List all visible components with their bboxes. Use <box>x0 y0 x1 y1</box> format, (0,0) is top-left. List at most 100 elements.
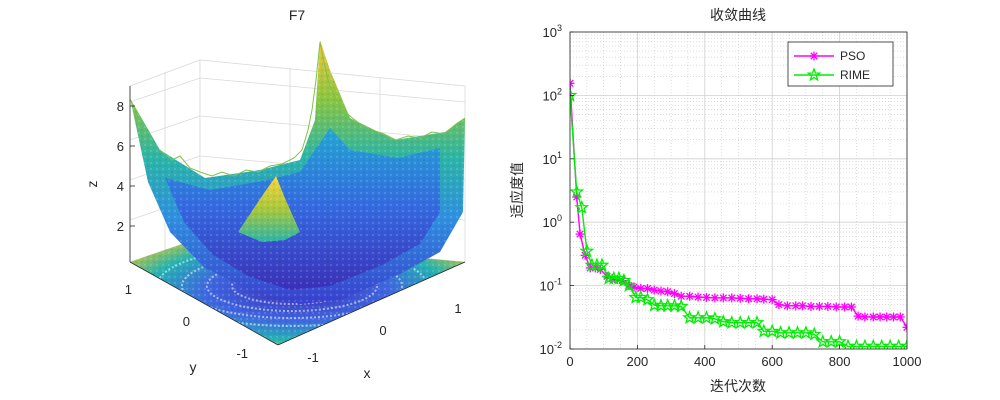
z-tick-2: 2 <box>117 219 124 234</box>
z-tick-labels: 2 4 6 8 <box>117 99 124 234</box>
pso-marker <box>806 301 816 311</box>
x-tick-1: 1 <box>454 301 461 316</box>
rime-marker <box>764 323 780 338</box>
y-tick-label: 102 <box>543 86 562 103</box>
pso-marker <box>809 51 819 61</box>
z-tick-8: 8 <box>117 99 124 114</box>
series-markers-rime <box>570 87 907 349</box>
y-tick-0: 0 <box>183 314 190 329</box>
pso-marker <box>895 312 905 322</box>
x-tick-labels: -1 0 1 <box>307 301 461 365</box>
pso-marker <box>823 301 833 311</box>
convergence-xlabel: 迭代次数 <box>710 379 766 395</box>
pso-marker <box>575 229 585 239</box>
legend: PSO RIME <box>787 41 894 87</box>
pso-marker <box>744 294 754 304</box>
pso-marker <box>663 287 673 297</box>
y-tick-labels: 1 0 -1 <box>125 282 248 361</box>
rime-marker <box>621 277 637 293</box>
rime-marker <box>589 257 605 272</box>
pso-marker <box>701 292 711 302</box>
pso-marker <box>735 293 745 303</box>
pso-marker <box>693 292 703 302</box>
pso-marker <box>782 301 792 311</box>
pso-marker <box>798 301 808 311</box>
x-tick-label: 800 <box>829 354 851 369</box>
z-tick-4: 4 <box>117 179 124 194</box>
pso-marker <box>718 293 728 303</box>
legend-marker-pso <box>809 51 819 61</box>
x-tick-label: 400 <box>694 354 716 369</box>
legend-entry-rime: RIME <box>794 67 870 82</box>
legend-entry-pso: PSO <box>794 49 865 63</box>
convergence-title: 收敛曲线 <box>710 8 766 24</box>
surface-plot: F7 <box>84 7 466 381</box>
pso-marker <box>643 284 653 294</box>
legend-marker-rime <box>806 67 822 82</box>
pso-marker <box>774 300 784 310</box>
pso-marker <box>727 293 737 303</box>
rime-marker <box>707 310 723 326</box>
y-tick-label: 10-2 <box>540 340 562 357</box>
y-tick-label: 100 <box>543 213 562 230</box>
y-axis-label: y <box>190 359 197 375</box>
pso-marker <box>902 322 907 332</box>
y-tick-label: 103 <box>543 23 562 40</box>
pso-marker <box>814 301 824 311</box>
rime-marker <box>606 270 622 285</box>
legend-label-rime: RIME <box>840 68 870 82</box>
x-tick-label: 1000 <box>893 354 922 369</box>
pso-marker <box>752 294 762 304</box>
rime-marker <box>594 257 610 272</box>
pso-marker <box>846 302 856 312</box>
pso-marker <box>649 285 659 295</box>
rime-marker <box>899 338 907 349</box>
pso-marker <box>853 311 863 321</box>
rime-marker <box>574 199 590 214</box>
z-tick-6: 6 <box>117 139 124 154</box>
rime-marker <box>570 87 578 102</box>
legend-box <box>787 41 894 87</box>
series-layer <box>570 78 907 349</box>
x-tick-label: 600 <box>761 354 783 369</box>
rime-marker <box>749 314 765 329</box>
rime-marker <box>806 67 822 82</box>
plot-frame <box>569 31 908 350</box>
rime-marker <box>633 289 649 304</box>
pso-marker <box>759 294 769 304</box>
rime-marker <box>699 309 714 325</box>
x-tick-label: 200 <box>627 354 649 369</box>
rime-marker <box>570 184 585 199</box>
series-markers-pso <box>570 78 907 332</box>
rime-marker <box>673 298 689 313</box>
pso-marker <box>868 312 878 322</box>
y-tick-label: 101 <box>543 150 562 167</box>
y-tick-1: 1 <box>125 282 132 297</box>
pso-marker <box>860 312 870 322</box>
legend-label-pso: PSO <box>840 49 865 63</box>
rime-marker <box>806 326 822 341</box>
x-tick-neg1: -1 <box>307 350 319 365</box>
pso-marker <box>831 302 841 312</box>
y-tick-neg1: -1 <box>236 346 248 361</box>
pso-marker <box>710 293 720 303</box>
surface-axes <box>129 86 466 346</box>
rime-marker <box>628 289 644 304</box>
pso-marker <box>570 78 575 88</box>
grid-lines <box>569 31 908 350</box>
surface-mesh <box>130 40 466 304</box>
surface-title: F7 <box>289 7 306 23</box>
pso-marker <box>685 291 695 301</box>
pso-marker <box>767 295 777 305</box>
y-tick-label: 10-1 <box>540 277 562 294</box>
rime-marker <box>798 324 814 340</box>
x-tick-0: 0 <box>379 323 386 338</box>
rime-marker <box>640 291 655 306</box>
pso-marker <box>875 312 885 322</box>
rime-marker <box>579 243 595 258</box>
x-tick-label: 0 <box>566 354 573 369</box>
z-axis-label: z <box>84 181 100 188</box>
tick-layer: 10-2 10-1 100 101 102 103 0 200 400 600 800 1000 <box>540 23 922 369</box>
